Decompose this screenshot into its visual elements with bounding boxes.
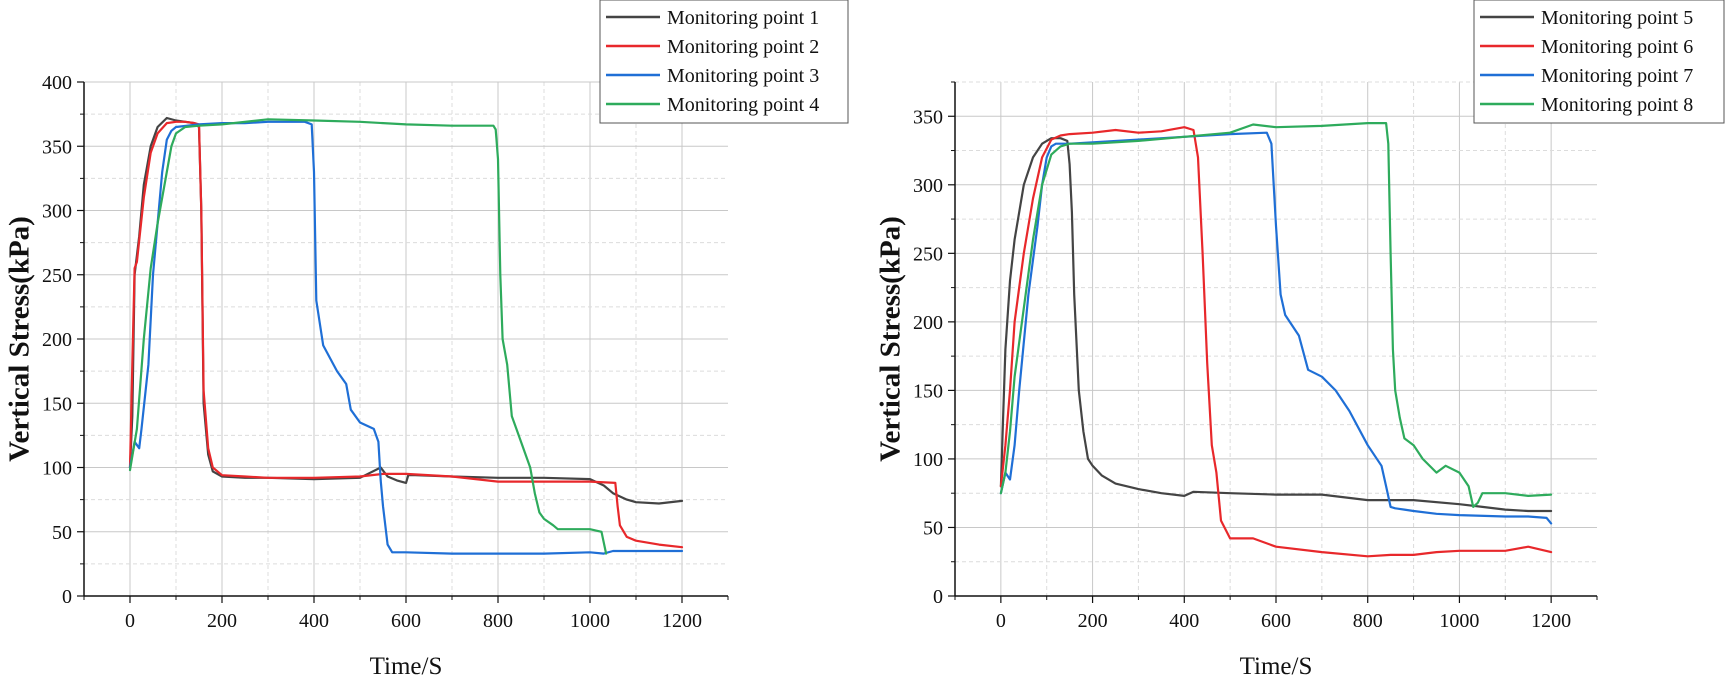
legend-label: Monitoring point 3 <box>667 65 819 87</box>
y-tick-label: 250 <box>42 265 72 287</box>
chart-panel-right: 0 200 400 600 800 1000 1200 0 50 100 150 200 250 300 3… <box>875 0 1725 680</box>
x-tick-label: 400 <box>1169 610 1199 632</box>
series-line-5 <box>999 137 1553 513</box>
legend-label: Monitoring point 2 <box>667 36 819 58</box>
x-tick-label: 0 <box>996 610 1006 632</box>
series-line-4 <box>128 118 608 555</box>
y-tick-label: 200 <box>913 312 943 334</box>
legend-label: Monitoring point 5 <box>1541 7 1693 29</box>
x-axis-title: Time/S <box>1240 653 1313 680</box>
series-line-3 <box>128 120 684 555</box>
chart-panel-left: 0 200 400 600 800 1000 1200 0 50 100 150 200 250 300 3… <box>4 0 849 680</box>
y-tick-label: 400 <box>42 72 72 94</box>
y-tick-label: 300 <box>913 175 943 197</box>
y-tick-label: 150 <box>913 380 943 402</box>
y-tick-label: 300 <box>42 201 72 223</box>
legend-box <box>599 0 849 124</box>
series-line-2 <box>128 120 684 549</box>
y-tick-label: 350 <box>913 106 943 128</box>
x-tick-label: 200 <box>1078 610 1108 632</box>
legend-box <box>1473 0 1725 124</box>
legend-label: Monitoring point 7 <box>1541 65 1693 87</box>
x-tick-label: 200 <box>207 610 237 632</box>
y-tick-label: 100 <box>42 458 72 480</box>
y-tick-label: 50 <box>923 517 943 539</box>
series-line-8 <box>999 121 1553 508</box>
y-tick-label: 50 <box>52 522 72 544</box>
y-axis-title: Vertical Stress(kPa) <box>4 216 36 462</box>
x-tick-label: 1200 <box>1531 610 1571 632</box>
y-tick-label: 0 <box>933 586 943 608</box>
x-tick-label: 600 <box>391 610 421 632</box>
y-tick-label: 350 <box>42 136 72 158</box>
legend-label: Monitoring point 1 <box>667 7 819 29</box>
x-tick-label: 800 <box>1353 610 1383 632</box>
y-tick-label: 0 <box>62 586 72 608</box>
x-tick-label: 0 <box>125 610 135 632</box>
x-tick-label: 800 <box>483 610 513 632</box>
legend-label: Monitoring point 4 <box>667 94 819 116</box>
legend-label: Monitoring point 8 <box>1541 94 1693 116</box>
y-axis-title: Vertical Stress(kPa) <box>875 216 907 462</box>
x-tick-label: 600 <box>1261 610 1291 632</box>
x-tick-label: 400 <box>299 610 329 632</box>
x-tick-label: 1000 <box>570 610 610 632</box>
y-tick-label: 150 <box>42 393 72 415</box>
series-line-6 <box>999 126 1553 558</box>
x-tick-label: 1000 <box>1439 610 1479 632</box>
y-tick-label: 200 <box>42 329 72 351</box>
y-tick-label: 100 <box>913 449 943 471</box>
y-tick-label: 250 <box>913 243 943 265</box>
x-axis-title: Time/S <box>370 653 443 680</box>
legend-label: Monitoring point 6 <box>1541 36 1693 58</box>
x-tick-label: 1200 <box>662 610 702 632</box>
